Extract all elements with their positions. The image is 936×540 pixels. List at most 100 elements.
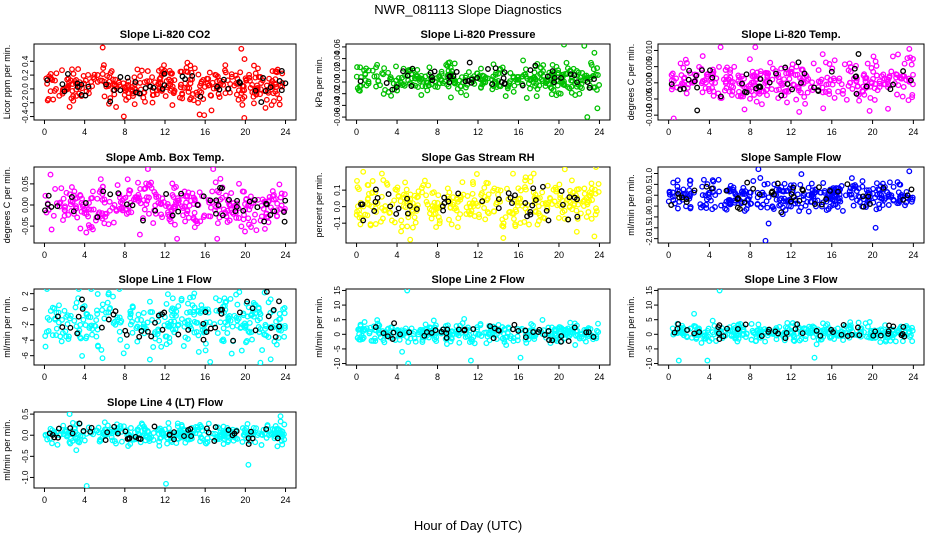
data-point [567,319,574,326]
data-point [813,341,820,348]
data-point [748,336,755,343]
data-point [909,327,916,334]
y-tick-label: 0.06 [333,39,342,55]
data-point [447,204,454,211]
data-point [485,210,492,217]
outlier-point [670,115,677,120]
outlier-point [207,358,214,365]
data-point [573,228,580,235]
data-point [222,90,229,97]
data-point [386,210,393,216]
data-point [220,338,227,345]
data-point [781,80,787,87]
reference-point [680,85,687,92]
data-point [577,84,584,90]
data-point [202,347,209,354]
x-tick-label: 0 [354,372,359,382]
data-point [385,69,392,76]
data-point [593,327,600,334]
data-point [180,343,187,349]
data-point [249,336,255,343]
data-point [734,328,741,335]
data-point [406,199,413,206]
data-point [369,67,376,74]
data-point [814,197,821,204]
data-point [398,228,405,235]
data-point [482,216,489,223]
data-point [500,220,507,227]
reference-point [743,71,750,78]
data-point [167,87,174,94]
data-point [430,189,437,196]
data-point [281,421,288,428]
data-point [99,301,106,308]
data-point [411,335,418,342]
reference-point [225,427,232,433]
data-point [379,70,386,77]
reference-point [512,192,518,199]
data-point [83,333,90,340]
reference-point [474,74,481,81]
data-point [716,188,723,195]
data-point [767,59,774,66]
data-point [184,436,191,443]
data-point [796,337,803,344]
data-point [391,219,398,226]
data-point [228,71,235,78]
data-point [703,196,710,203]
y-tick-label: -0.4 [21,109,30,123]
panel-title: Slope Line 1 Flow [119,274,212,286]
data-point [805,184,812,191]
data-point [184,335,191,342]
reference-point [220,76,227,83]
data-point [417,326,424,333]
data-point [783,87,790,94]
data-point [93,333,100,340]
reference-point [877,332,884,339]
data-point [374,317,381,324]
reference-point [263,426,270,433]
reference-point [268,324,274,331]
reference-point [545,217,552,224]
data-point [239,438,246,445]
data-point [110,293,116,300]
outlier-point [704,357,711,364]
x-tick-label: 16 [513,372,523,382]
data-point [430,317,437,324]
data-point [42,343,49,350]
data-point [90,74,97,81]
data-point [56,92,63,99]
data-point [104,422,111,429]
data-point [250,218,257,225]
reference-point [236,79,243,85]
data-point [739,332,746,339]
data-point [738,199,745,205]
outlier-point [591,233,598,240]
data-point [135,179,141,186]
data-point [82,322,89,329]
data-point [829,81,836,88]
data-point [747,95,753,102]
data-point [278,190,285,197]
reference-point [723,187,730,194]
x-tick-label: 12 [786,127,796,137]
data-point [502,93,509,100]
data-point [357,321,364,328]
data-point [593,86,600,93]
reference-point [432,327,439,334]
data-point [74,431,81,438]
data-point [101,93,108,100]
reference-point [94,214,101,221]
data-point [687,181,693,188]
data-point [184,208,191,214]
reference-point [67,425,74,432]
data-point [490,187,497,194]
outlier-point [581,44,588,49]
reference-point [380,330,387,337]
reference-point [67,324,74,331]
outlier-point [755,167,762,173]
x-tick-label: 16 [200,250,210,260]
reference-point [527,67,534,74]
data-point [532,191,539,198]
data-point [98,346,105,353]
